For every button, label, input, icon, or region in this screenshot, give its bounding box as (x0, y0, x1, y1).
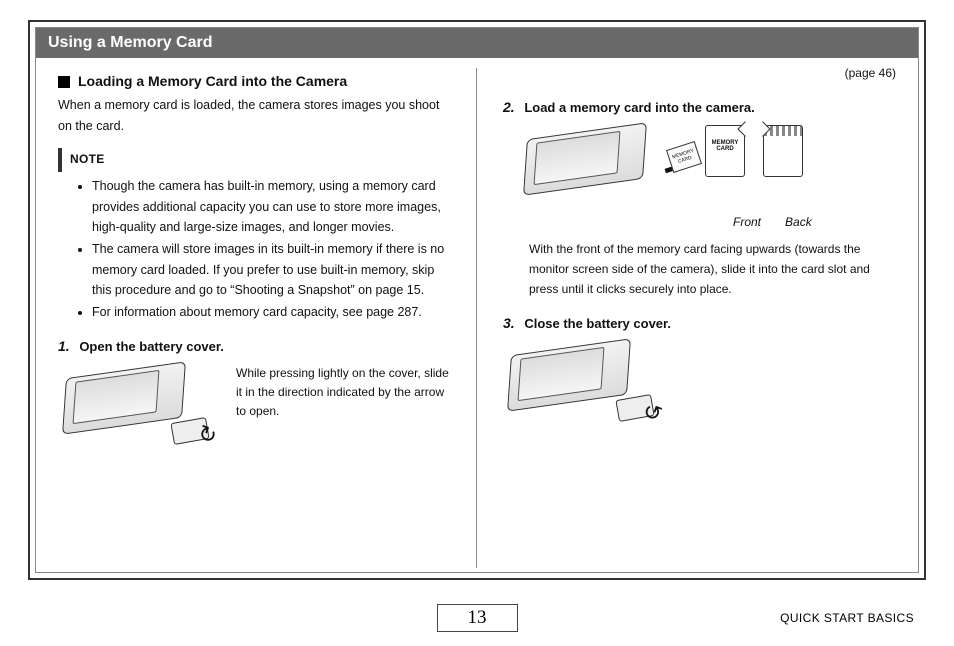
label-back: Back (785, 213, 812, 233)
note-item: The camera will store images in its buil… (92, 239, 450, 301)
sd-card-pair: MEMORY CARD (705, 125, 803, 177)
banner-title: Using a Memory Card (48, 34, 212, 51)
step-number: 3. (503, 315, 515, 331)
camera-open-cover-illustration: ↻ (58, 364, 218, 448)
step-3-row: ↺ (503, 341, 896, 425)
sd-card-back-icon (763, 125, 803, 177)
two-column-layout: Loading a Memory Card into the Camera Wh… (36, 68, 918, 568)
step-2-illustration-row: ➡ MEMORY CARD MEMORY CARD (519, 125, 896, 209)
step-title: Open the battery cover. (79, 339, 224, 354)
step-1-text: While pressing lightly on the cover, sli… (236, 364, 450, 422)
step-title: Close the battery cover. (524, 316, 671, 331)
footer-section-label: QUICK START BASICS (780, 611, 914, 625)
note-item: For information about memory card capaci… (92, 302, 450, 323)
subsection-title: Loading a Memory Card into the Camera (78, 70, 347, 93)
sd-card-front-icon: MEMORY CARD (705, 125, 745, 177)
page-reference: (page 46) (503, 64, 896, 84)
outer-frame: Using a Memory Card Loading a Memory Car… (28, 20, 926, 580)
step-2-heading: 2. Load a memory card into the camera. (503, 96, 896, 119)
step-2-text: With the front of the memory card facing… (529, 239, 896, 300)
step-number: 2. (503, 99, 515, 115)
page-number: 13 (468, 607, 487, 628)
column-right: (page 46) 2. Load a memory card into the… (477, 68, 918, 568)
camera-insert-card-illustration: ➡ MEMORY CARD (519, 125, 679, 209)
section-banner: Using a Memory Card (36, 28, 918, 58)
label-front: Front (733, 213, 761, 233)
memory-card-inserting-icon: MEMORY CARD (666, 141, 702, 173)
step-title: Load a memory card into the camera. (524, 100, 754, 115)
step-3-heading: 3. Close the battery cover. (503, 312, 896, 335)
note-item: Though the camera has built-in memory, u… (92, 176, 450, 238)
sd-card-front-label: MEMORY CARD (712, 140, 739, 153)
note-list: Though the camera has built-in memory, u… (92, 176, 450, 322)
step-number: 1. (58, 338, 70, 354)
step-1-row: ↻ While pressing lightly on the cover, s… (58, 364, 450, 448)
manual-page: Using a Memory Card Loading a Memory Car… (0, 0, 954, 646)
square-bullet-icon (58, 76, 70, 88)
inner-frame: Using a Memory Card Loading a Memory Car… (35, 27, 919, 573)
note-heading: NOTE (58, 148, 450, 172)
page-footer: 13 QUICK START BASICS (28, 604, 926, 632)
page-number-box: 13 (437, 604, 518, 632)
step-1-heading: 1. Open the battery cover. (58, 335, 450, 358)
subsection-heading: Loading a Memory Card into the Camera (58, 70, 450, 93)
column-left: Loading a Memory Card into the Camera Wh… (36, 68, 477, 568)
sd-card-labels: Front Back (733, 213, 896, 233)
camera-close-cover-illustration: ↺ (503, 341, 663, 425)
intro-text: When a memory card is loaded, the camera… (58, 95, 450, 136)
